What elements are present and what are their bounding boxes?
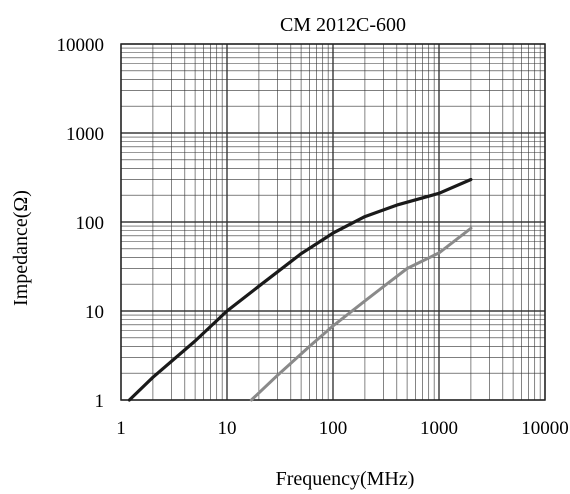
series-line-2 (249, 226, 473, 402)
x-tick-label: 1000 (420, 418, 458, 439)
x-tick-label: 10000 (521, 418, 569, 439)
x-tick-label: 10 (218, 418, 237, 439)
series-layer (127, 177, 473, 402)
x-tick-label: 100 (319, 418, 348, 439)
y-tick-label: 1 (95, 391, 105, 412)
x-tick-labels: 1 10 100 1000 10000 (116, 418, 569, 439)
x-tick-label: 1 (116, 418, 126, 439)
y-tick-label: 1000 (66, 124, 104, 145)
x-axis-label: Frequency(MHz) (276, 468, 415, 490)
chart-title: CM 2012C-600 (280, 14, 406, 36)
plot-frame (120, 43, 546, 401)
series-line-1 (127, 177, 473, 402)
y-tick-labels: 1 10 100 1000 10000 (57, 35, 105, 412)
y-axis-label: Impedance(Ω) (10, 190, 32, 306)
y-tick-label: 100 (76, 213, 105, 234)
y-tick-label: 10000 (57, 35, 105, 56)
grid (120, 43, 546, 401)
y-tick-label: 10 (85, 302, 104, 323)
